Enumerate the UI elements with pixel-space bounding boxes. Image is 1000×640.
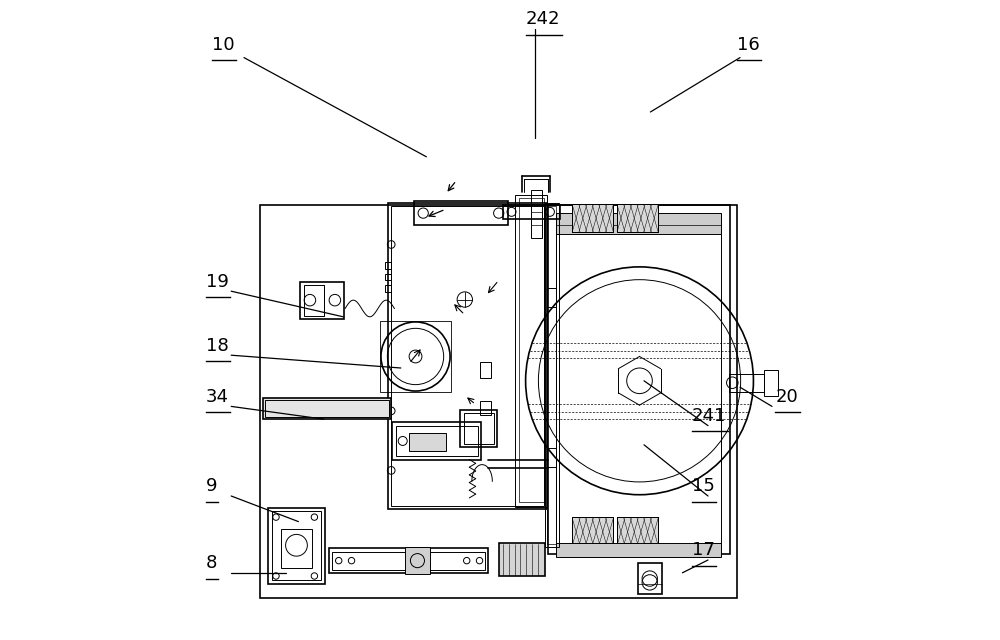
Bar — [572, 517, 613, 545]
Bar — [304, 285, 324, 316]
Bar — [265, 400, 389, 417]
Bar — [617, 517, 658, 545]
Text: 241: 241 — [692, 407, 726, 425]
Text: 17: 17 — [692, 541, 715, 559]
Bar — [503, 205, 560, 219]
Bar — [391, 206, 544, 506]
Bar — [388, 203, 547, 509]
Bar — [556, 543, 721, 557]
Bar — [260, 205, 737, 598]
Bar — [464, 413, 494, 444]
Bar — [572, 517, 613, 545]
Bar — [409, 433, 446, 451]
Text: 18: 18 — [206, 337, 228, 355]
Bar — [414, 201, 508, 225]
Bar — [617, 204, 658, 232]
Bar — [545, 203, 559, 547]
Bar — [380, 321, 451, 392]
Text: 19: 19 — [206, 273, 228, 291]
Text: 16: 16 — [737, 36, 760, 54]
Text: 34: 34 — [206, 388, 229, 406]
Bar — [332, 552, 485, 570]
Text: 10: 10 — [212, 36, 235, 54]
Bar — [272, 511, 321, 580]
Bar — [499, 543, 545, 576]
Bar — [519, 198, 544, 502]
Bar — [405, 547, 430, 574]
Bar — [617, 204, 658, 232]
Bar — [764, 370, 778, 396]
Bar — [329, 548, 488, 573]
Bar — [556, 213, 721, 234]
Bar — [385, 285, 391, 292]
Bar — [617, 517, 658, 545]
Bar — [385, 274, 391, 280]
Bar — [572, 204, 613, 232]
Bar — [460, 410, 497, 447]
Bar — [263, 398, 391, 419]
Text: 20: 20 — [775, 388, 798, 406]
Bar — [729, 374, 764, 392]
Bar — [638, 563, 662, 594]
Bar — [300, 282, 344, 319]
Bar — [281, 529, 312, 568]
Text: 242: 242 — [526, 10, 560, 28]
Bar — [480, 401, 491, 415]
Bar — [531, 190, 542, 238]
Bar — [392, 422, 481, 460]
Bar — [547, 206, 556, 544]
Text: 15: 15 — [692, 477, 715, 495]
Bar — [480, 362, 491, 378]
Bar — [556, 214, 721, 545]
Bar — [548, 205, 730, 554]
Bar — [268, 508, 325, 584]
Bar — [396, 426, 478, 456]
Bar — [385, 262, 391, 269]
Bar — [572, 204, 613, 232]
Text: 8: 8 — [206, 554, 217, 572]
Text: 9: 9 — [206, 477, 217, 495]
Bar — [515, 195, 547, 507]
